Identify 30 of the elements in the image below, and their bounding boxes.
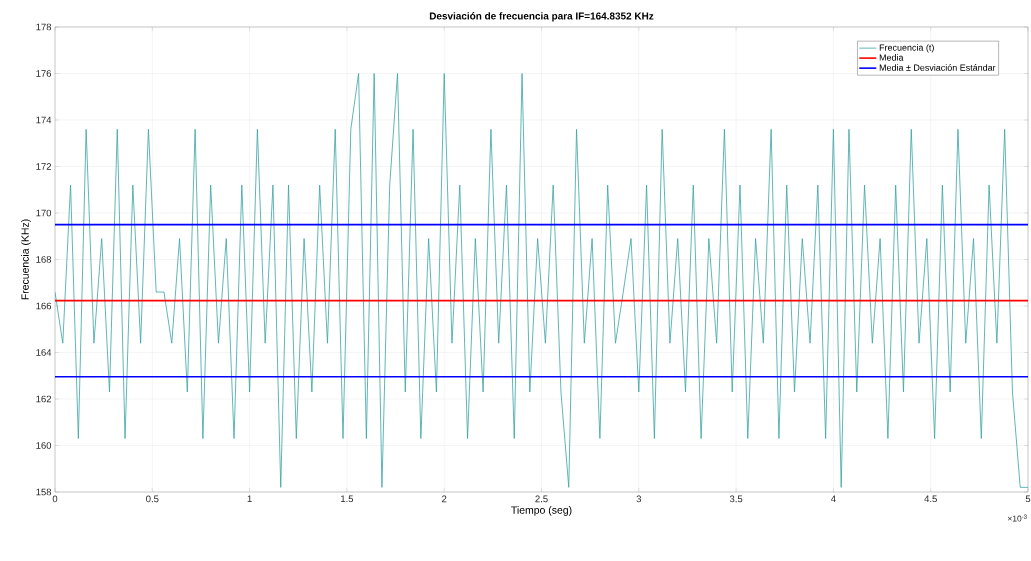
y-tick-label: 178 bbox=[36, 23, 52, 31]
x-tick-label: 4 bbox=[830, 495, 836, 503]
x-tick-label: 5 bbox=[1025, 495, 1031, 503]
y-tick-label: 160 bbox=[36, 442, 52, 449]
y-tick-label: 164 bbox=[36, 349, 52, 356]
chart-title: Desviación de frecuencia para IF=164.8352 KHz bbox=[429, 12, 654, 22]
legend-label: Media bbox=[879, 54, 904, 61]
y-tick-label: 162 bbox=[36, 395, 52, 403]
x-tick-label: 0 bbox=[52, 495, 58, 503]
x-tick-label: 4.5 bbox=[924, 495, 937, 503]
legend-label: Media ± Desviación Estándar bbox=[879, 64, 996, 71]
y-tick-label: 172 bbox=[36, 163, 52, 170]
x-tick-label: 1.5 bbox=[341, 495, 354, 503]
text: ×10$^{-3}$ bbox=[1007, 514, 1027, 522]
x-tick-label: 0.5 bbox=[146, 495, 159, 503]
y-tick-label: 158 bbox=[36, 488, 52, 496]
x-tick-label: 3.5 bbox=[729, 495, 743, 503]
x-tick-label: 1 bbox=[247, 495, 252, 503]
x-axis-title: Tiempo (seg) bbox=[511, 506, 572, 516]
y-tick-label: 176 bbox=[36, 70, 52, 77]
y-axis-title: Frecuencia (KHz) bbox=[21, 219, 31, 300]
x-tick-label: 3 bbox=[636, 495, 642, 503]
y-tick-label: 168 bbox=[36, 256, 52, 263]
line-series bbox=[55, 73, 1029, 488]
x-tick-label: 2.5 bbox=[535, 495, 548, 503]
y-tick-label: 170 bbox=[36, 209, 52, 217]
x-tick-label: 2 bbox=[442, 495, 447, 503]
y-tick-label: 174 bbox=[36, 116, 52, 124]
legend-label: Frecuencia (t) bbox=[879, 44, 934, 53]
y-tick-label: 166 bbox=[36, 302, 52, 310]
